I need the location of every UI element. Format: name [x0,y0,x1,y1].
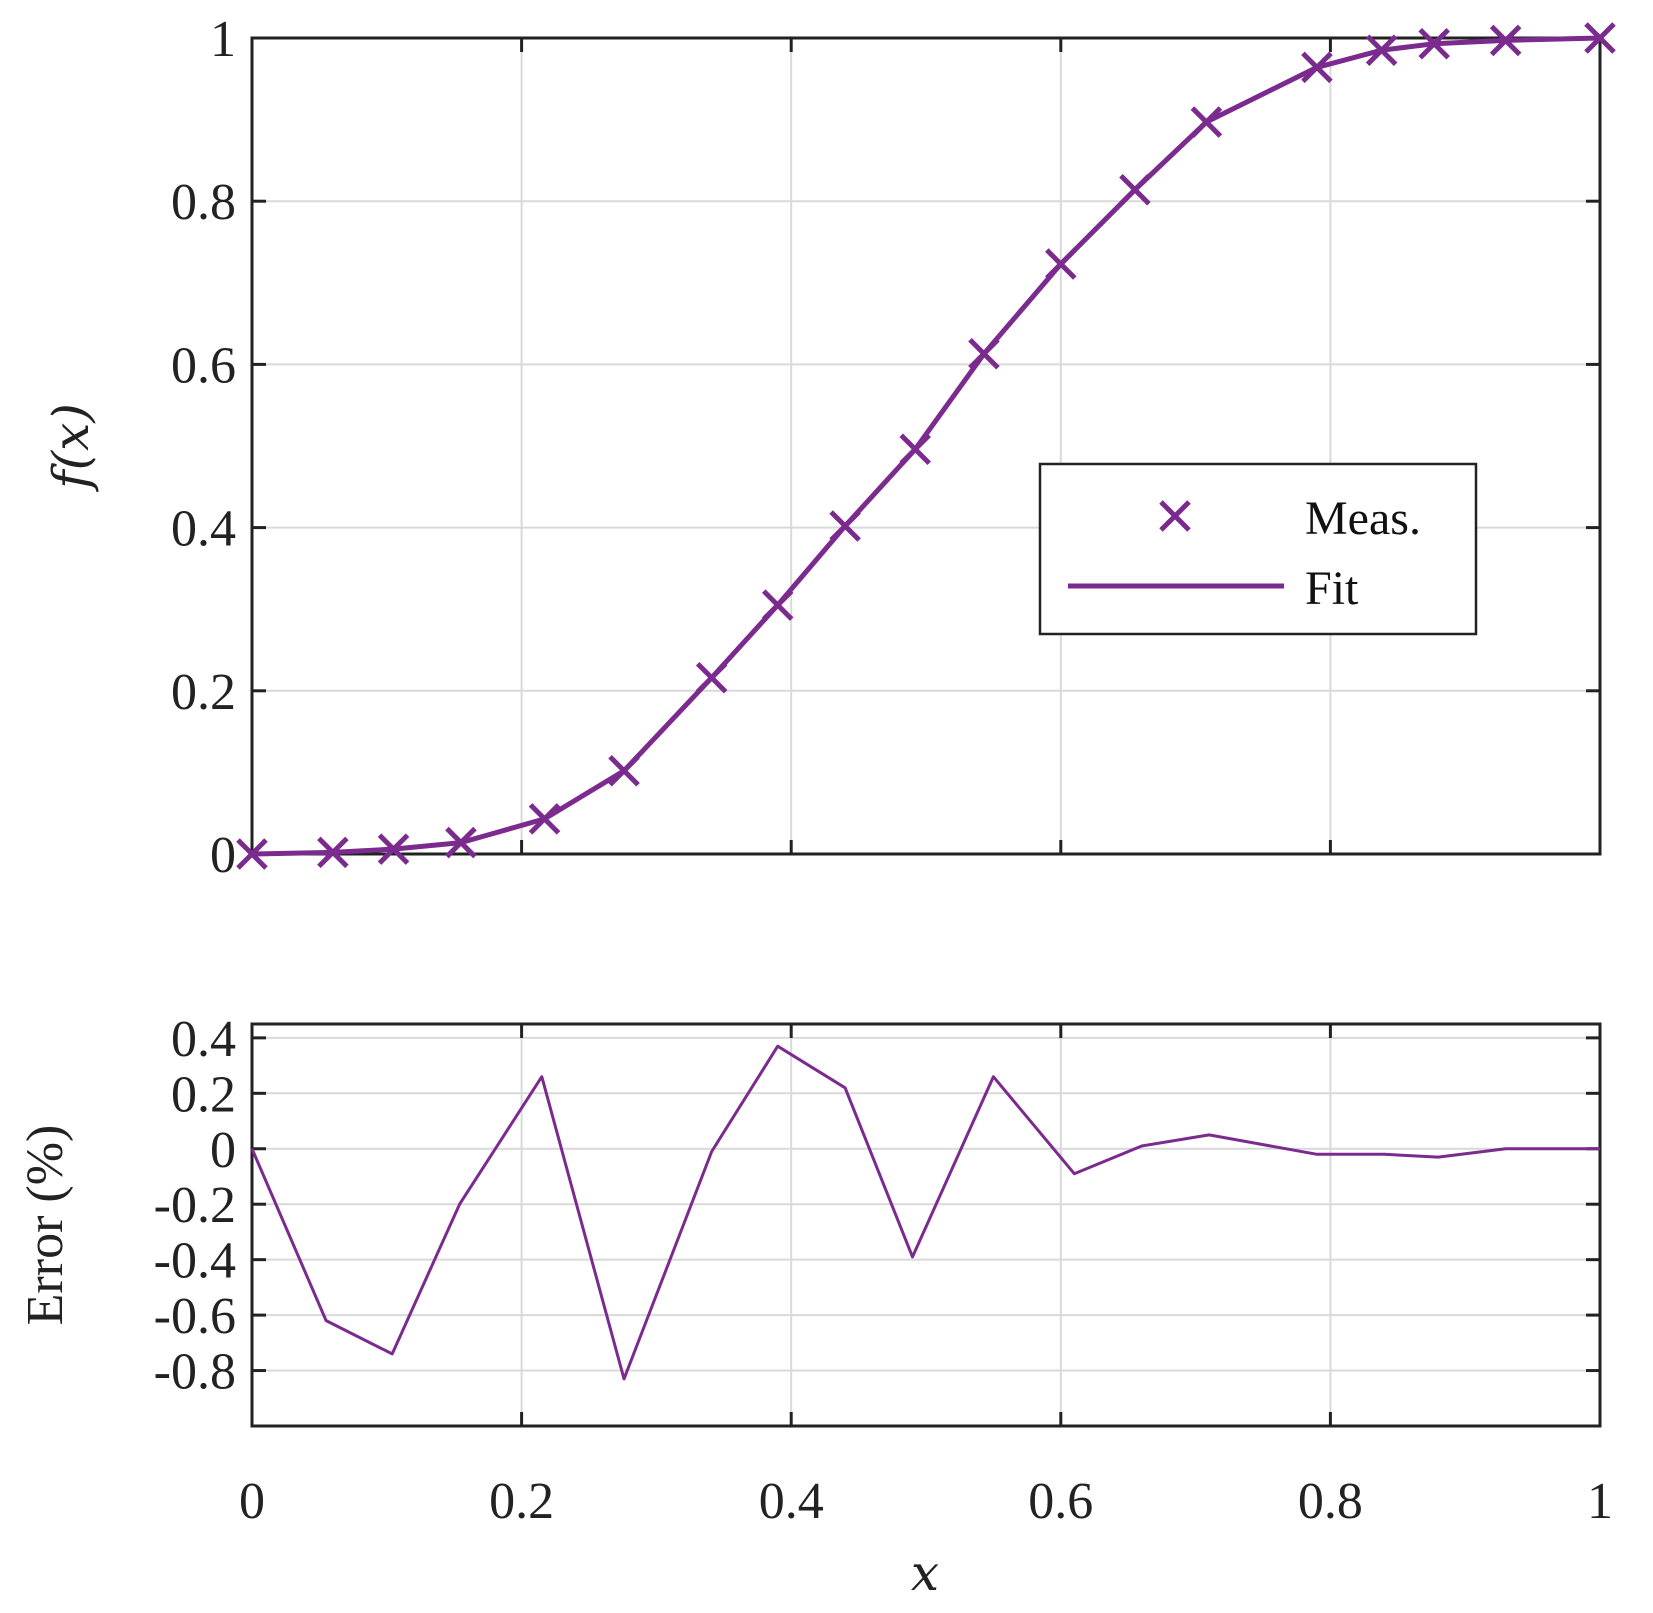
x-tick-label: 1 [1587,1473,1613,1530]
y-tick-label: 0.2 [171,1066,236,1123]
legend: Meas. Fit [1038,462,1478,636]
y-tick-label: 0 [210,1122,236,1179]
y-tick-label: 0.6 [171,337,236,394]
y-tick-label: -0.6 [154,1288,236,1345]
y-tick-label: 0.4 [171,1011,236,1068]
y-tick-label: -0.2 [154,1177,236,1234]
top-grid [251,37,1601,855]
y-tick-label: 0.2 [171,664,236,721]
top-y-axis-label: f(x) [42,403,100,493]
y-tick-label: 0.4 [171,501,236,558]
x-tick-label: 0.8 [1298,1473,1363,1530]
bottom-ticks [250,1024,1602,1426]
bottom-y-axis-label: Error (%) [17,1125,74,1326]
top-series [236,22,1616,870]
x-axis-label: x [911,1544,939,1602]
x-tick-labels: 0 0.2 0.4 0.6 0.8 1 [239,1473,1613,1530]
bottom-grid [251,1024,1601,1426]
y-tick-label: 0 [210,827,236,884]
bottom-series [250,1044,1600,1381]
legend-marker-x-icon [1159,500,1191,532]
x-tick-label: 0.2 [489,1473,554,1530]
x-tick-label: 0.6 [1028,1473,1093,1530]
top-panel: 0 0.2 0.4 0.6 0.8 1 f(x) Meas. Fit [42,11,1616,884]
error-line [250,1044,1600,1381]
legend-label-fit: Fit [1305,562,1359,615]
bottom-y-tick-labels: 0.40.20-0.2-0.4-0.6-0.8 [154,1011,236,1401]
fit-line [251,35,1601,857]
y-tick-label: 0.8 [171,174,236,231]
y-tick-label: -0.8 [154,1344,236,1401]
x-tick-label: 0.4 [759,1473,824,1530]
bottom-plot-frame [250,1022,1602,1428]
bottom-panel: 0.40.20-0.2-0.4-0.6-0.8 0 0.2 0.4 0.6 0.8 1 E… [17,1011,1613,1602]
legend-marker-stroke [1159,500,1191,532]
x-tick-label: 0 [239,1473,265,1530]
top-ticks [250,36,1602,856]
y-tick-label: 1 [210,11,236,68]
y-tick-label: -0.4 [154,1233,236,1290]
legend-label-meas: Meas. [1305,492,1421,545]
top-plot-frame [250,36,1602,856]
legend-box [1038,462,1478,636]
top-y-tick-labels: 0 0.2 0.4 0.6 0.8 1 [171,11,236,884]
